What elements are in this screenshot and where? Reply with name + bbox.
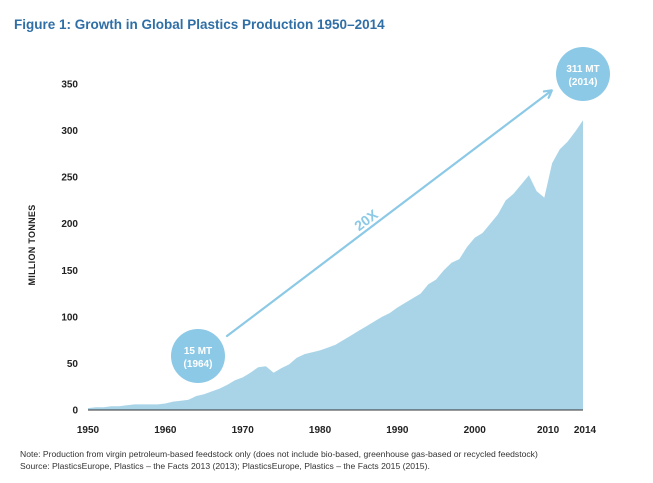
chart-title: Figure 1: Growth in Global Plastics Prod… (14, 17, 385, 32)
end-bubble-circle (556, 47, 610, 101)
end-value-bubble: 311 MT (2014) (556, 47, 610, 101)
y-tick-label: 300 (61, 126, 78, 137)
y-tick-label: 250 (61, 173, 78, 184)
x-tick-label: 1990 (386, 425, 409, 436)
footnotes: Note: Production from virgin petroleum-b… (20, 448, 645, 472)
x-tick-label: 1960 (154, 425, 177, 436)
y-axis-label: MILLION TONNES (27, 204, 37, 285)
x-tick-label: 2000 (464, 425, 487, 436)
y-tick-label: 350 (61, 80, 78, 91)
end-bubble-year: (2014) (569, 77, 598, 88)
y-tick-label: 200 (61, 219, 78, 230)
y-tick-label: 0 (72, 406, 78, 417)
x-tick-label: 2010 (537, 425, 560, 436)
x-tick-label: 1980 (309, 425, 332, 436)
x-axis-ticks: 1950 1960 1970 1980 1990 2000 2010 2014 (77, 425, 597, 436)
production-area (88, 120, 583, 411)
x-tick-label: 2014 (574, 425, 597, 436)
y-tick-label: 50 (67, 359, 79, 370)
note-text: Note: Production from virgin petroleum-b… (20, 449, 538, 459)
start-bubble-value: 15 MT (184, 346, 212, 357)
x-tick-label: 1970 (232, 425, 255, 436)
start-value-bubble: 15 MT (1964) (171, 329, 225, 383)
start-bubble-year: (1964) (184, 359, 213, 370)
x-tick-label: 1950 (77, 425, 100, 436)
growth-multiplier-label: 20X (351, 206, 381, 234)
end-bubble-value: 311 MT (566, 64, 599, 75)
source-text: Source: PlasticsEurope, Plastics – the F… (20, 461, 430, 471)
start-bubble-circle (171, 329, 225, 383)
y-tick-label: 100 (61, 312, 78, 323)
growth-arrow (225, 91, 551, 338)
y-tick-label: 150 (61, 266, 78, 277)
y-axis-ticks: 0 50 100 150 200 250 300 350 (61, 80, 78, 417)
